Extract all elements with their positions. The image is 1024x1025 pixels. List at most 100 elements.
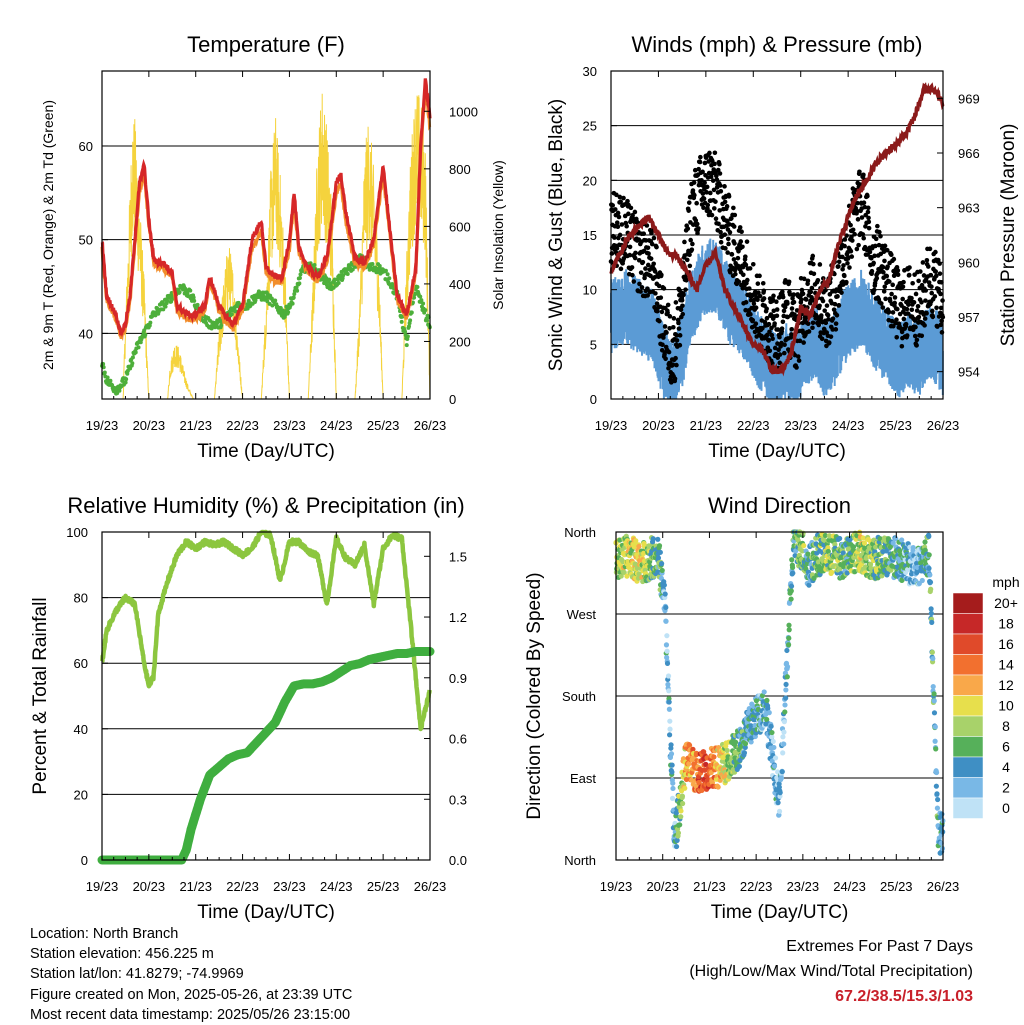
gust-point	[687, 263, 693, 269]
direction-point	[928, 606, 934, 612]
gust-point	[828, 334, 834, 339]
direction-point	[659, 567, 665, 574]
direction-point	[665, 681, 671, 688]
gust-point	[901, 316, 907, 322]
direction-point	[733, 739, 739, 745]
legend-swatch	[952, 654, 984, 676]
gust-point	[672, 376, 678, 382]
direction-point	[930, 684, 936, 690]
gust-point	[825, 312, 831, 318]
gust-point	[899, 329, 905, 335]
gust-point	[916, 314, 922, 320]
gust-point	[688, 237, 693, 243]
direction-point	[666, 706, 672, 712]
gust-point	[726, 194, 732, 199]
gust-point	[659, 272, 664, 278]
legend-label: 0	[1002, 800, 1010, 816]
gust-point	[881, 269, 886, 275]
y2-tick-label: 0.0	[449, 853, 467, 868]
y2-tick-label: 954	[958, 365, 980, 380]
gust-point	[614, 220, 620, 225]
gust-point	[921, 273, 927, 278]
y-axis-label: Sonic Wind & Gust (Blue, Black)	[546, 99, 567, 371]
gust-point	[663, 356, 668, 362]
direction-point	[636, 543, 642, 550]
direction-point	[784, 674, 790, 680]
gust-point	[764, 332, 770, 338]
gust-point	[882, 258, 887, 264]
dewpoint-point	[169, 299, 174, 304]
direction-point	[934, 791, 940, 797]
gust-point	[704, 184, 710, 190]
dewpoint-point	[297, 276, 302, 281]
extremes-subtitle: (High/Low/Max Wind/Total Precipitation)	[689, 963, 973, 980]
direction-point	[673, 843, 680, 850]
panel-rh_precip: Relative Humidity (%) & Precipitation (i…	[30, 493, 467, 923]
gust-point	[694, 221, 700, 227]
gust-point	[731, 205, 736, 211]
x-tick-label: 19/23	[600, 879, 633, 894]
direction-point	[668, 742, 674, 748]
direction-point	[636, 571, 642, 577]
direction-point	[784, 647, 790, 654]
chart-title: Wind Direction	[708, 493, 851, 518]
legend-label: 4	[1002, 759, 1010, 775]
gust-point	[740, 244, 745, 250]
gust-point	[852, 231, 857, 237]
x-tick-label: 19/23	[595, 418, 628, 433]
gust-point	[654, 244, 659, 250]
gust-point	[637, 281, 642, 287]
dewpoint-point	[117, 388, 122, 393]
direction-point	[844, 570, 850, 576]
legend-label: 6	[1002, 739, 1010, 755]
gust-point	[751, 301, 757, 306]
dewpoint-point	[295, 288, 300, 293]
gust-point	[801, 340, 806, 345]
speed-legend: mph 20+ 18 16 14 12 10 8 6 4 2 0	[952, 574, 1020, 819]
gust-point	[865, 205, 871, 211]
x-axis-label: Time (Day/UTC)	[708, 441, 846, 462]
gust-point	[708, 190, 713, 196]
gust-point	[710, 178, 716, 183]
gust-point	[869, 255, 874, 261]
gust-point	[777, 334, 782, 340]
direction-point	[821, 537, 828, 543]
gust-point	[615, 224, 621, 230]
gust-point	[826, 317, 831, 322]
gust-point	[930, 314, 936, 320]
gust-point	[907, 265, 912, 270]
gust-point	[774, 299, 779, 305]
gust-point	[823, 320, 829, 326]
gust-point	[773, 351, 779, 357]
direction-point	[782, 709, 788, 715]
gust-point	[880, 305, 886, 310]
direction-point	[836, 567, 843, 573]
gust-point	[667, 325, 672, 331]
gust-point	[701, 196, 707, 201]
dewpoint-point	[290, 301, 295, 306]
dewpoint-point	[385, 272, 390, 277]
direction-point	[765, 705, 771, 711]
gust-point	[727, 222, 732, 227]
gust-point	[776, 347, 781, 353]
gust-point	[928, 272, 934, 278]
dewpoint-point	[421, 301, 426, 306]
gust-point	[658, 295, 664, 300]
gust-point	[766, 338, 771, 343]
gust-point	[857, 169, 862, 175]
x-tick-label: 26/23	[927, 418, 960, 433]
gust-point	[884, 273, 890, 279]
gust-point	[854, 208, 860, 214]
direction-point	[768, 723, 774, 729]
gust-point	[718, 229, 723, 235]
gust-point	[722, 199, 728, 205]
panel-temperature: Temperature (F) Time (Day/UTC) 19/23 20/23 2…	[40, 32, 506, 462]
y-tick-label: 80	[74, 591, 88, 606]
gust-point	[625, 198, 630, 204]
gust-point	[682, 239, 687, 245]
gust-point	[711, 187, 717, 193]
gust-point	[879, 301, 884, 306]
x-tick-label: 21/23	[179, 879, 212, 894]
gust-point	[714, 177, 720, 182]
x-tick-label: 22/23	[226, 418, 259, 433]
